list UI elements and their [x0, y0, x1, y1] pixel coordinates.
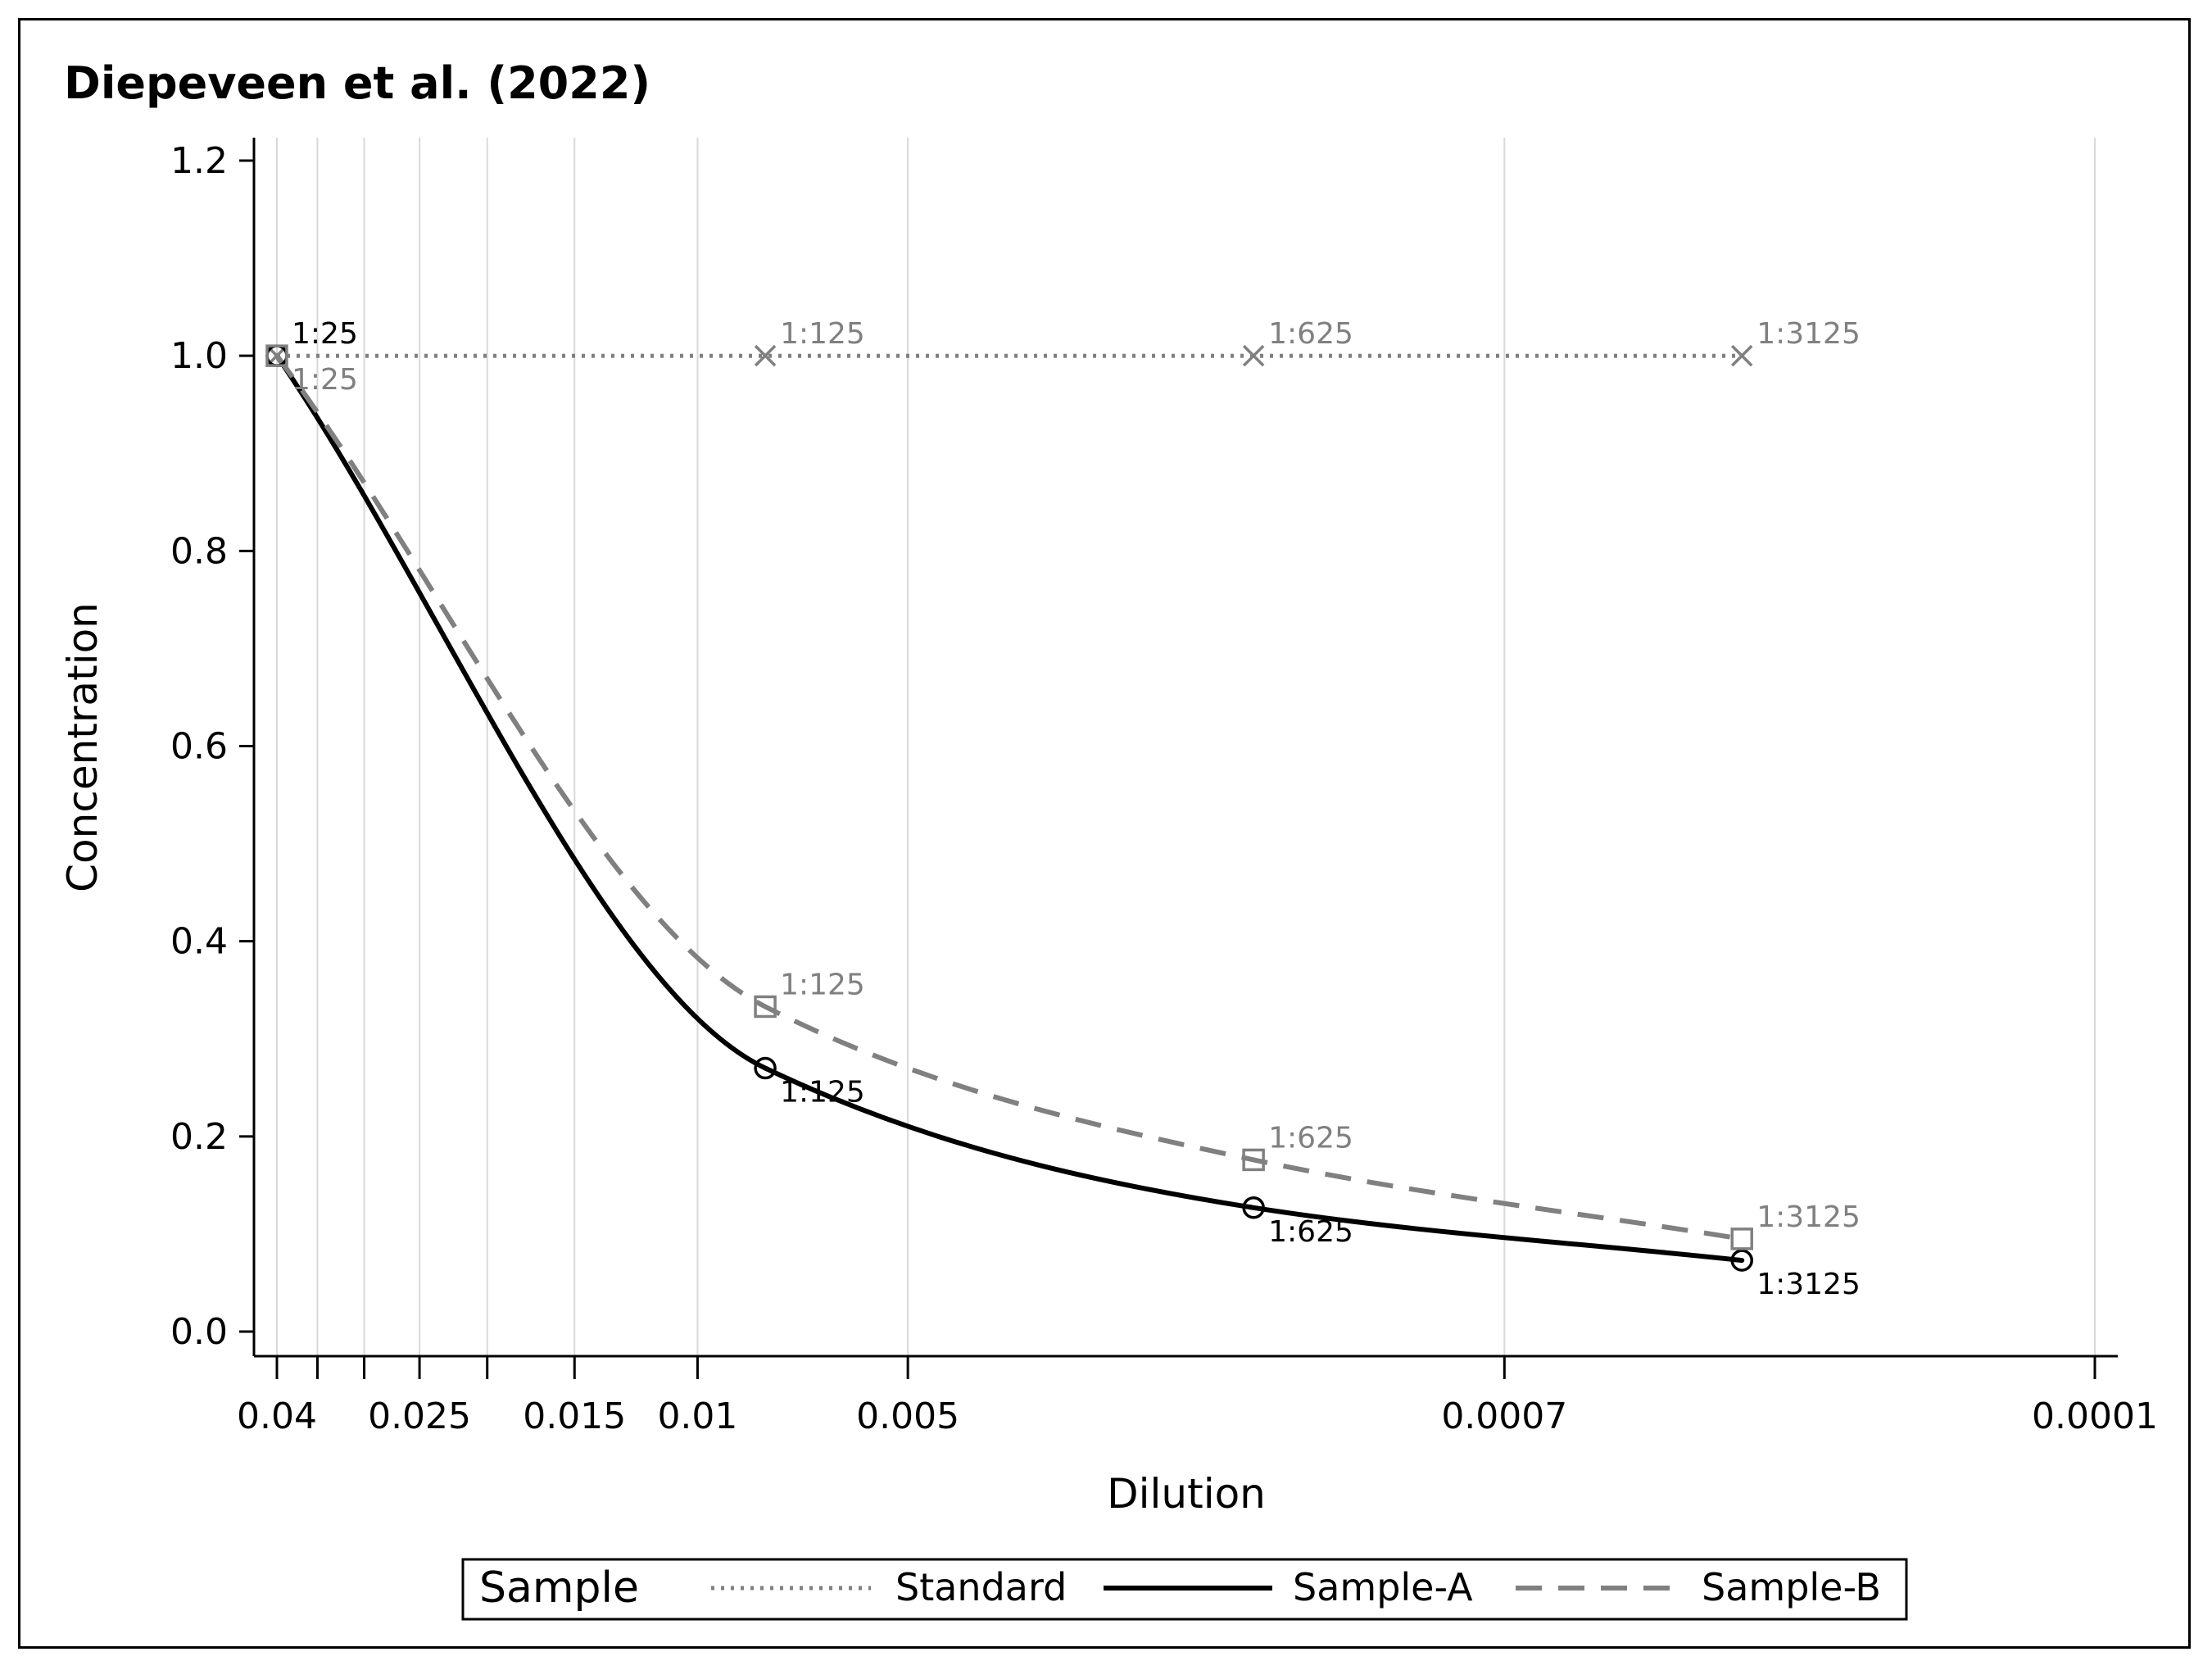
- y-tick-label: 0.8: [170, 530, 228, 572]
- x-tick-label: 0.0007: [1441, 1395, 1567, 1437]
- legend-title: Sample: [479, 1563, 639, 1613]
- marker-x-standard: [754, 344, 777, 367]
- point-label-sample-a: 1:25: [292, 317, 358, 351]
- figure-frame: [18, 18, 2191, 1649]
- point-label-standard: 1:125: [780, 317, 865, 351]
- marker-x-standard: [1242, 344, 1265, 367]
- y-tick-label: 0.2: [170, 1116, 228, 1158]
- chart-title: Diepeveen et al. (2022): [64, 57, 651, 109]
- marker-square-sample-b: [754, 995, 777, 1019]
- marker-circle-sample-a: [1242, 1196, 1265, 1219]
- legend-entries: Standard Sample-A Sample-B: [711, 1565, 1881, 1609]
- series-markers: [265, 344, 1753, 1272]
- x-axis-label: Dilution: [1107, 1470, 1266, 1518]
- marker-circle-sample-a: [1730, 1249, 1753, 1272]
- point-label-standard: 1:25: [292, 317, 358, 351]
- x-tick-label: 0.01: [657, 1395, 737, 1437]
- y-axis-ticks: 0.0 0.2 0.4 0.6 0.8 1.0 1.2: [170, 140, 254, 1353]
- point-label-sample-b: 1:3125: [1756, 1200, 1861, 1234]
- series-lines: [274, 353, 1745, 1264]
- legend-label-standard: Standard: [895, 1565, 1067, 1609]
- point-label-sample-a: 1:125: [780, 1075, 865, 1109]
- point-label-standard: 1:3125: [1756, 317, 1861, 351]
- x-tick-label: 0.04: [237, 1395, 317, 1437]
- marker-x-standard: [1730, 344, 1753, 367]
- y-tick-label: 1.2: [170, 140, 228, 182]
- point-label-sample-b: 1:25: [292, 363, 358, 397]
- marker-square-sample-b: [265, 344, 288, 367]
- marker-circle-sample-a: [754, 1056, 777, 1080]
- point-label-standard: 1:625: [1268, 317, 1353, 351]
- series-line-sample-a: [274, 353, 1745, 1264]
- y-tick-label: 0.0: [170, 1311, 228, 1353]
- y-tick-label: 0.4: [170, 921, 228, 963]
- legend-label-sample-b: Sample-B: [1702, 1565, 1881, 1609]
- x-tick-label: 0.0001: [2032, 1395, 2158, 1437]
- x-gridlines: [276, 138, 2096, 1356]
- x-tick-label: 0.025: [368, 1395, 471, 1437]
- x-tick-label: 0.015: [523, 1395, 626, 1437]
- y-axis-label: Concentration: [59, 602, 107, 892]
- x-tick-label: 0.005: [856, 1395, 959, 1437]
- point-label-sample-a: 1:625: [1268, 1215, 1353, 1249]
- point-label-sample-b: 1:625: [1268, 1121, 1353, 1155]
- y-tick-label: 0.6: [170, 726, 228, 768]
- point-labels: 1:25 1:125 1:625 1:3125 1:25 1:125 1:625 1:3125…: [292, 317, 1861, 1301]
- point-label-sample-a: 1:3125: [1756, 1268, 1861, 1301]
- y-tick-label: 1.0: [170, 335, 228, 377]
- marker-square-sample-b: [1730, 1228, 1753, 1250]
- legend: Sample Standard Sample-A Sample-B: [461, 1558, 1908, 1621]
- marker-square-sample-b: [1242, 1148, 1265, 1172]
- x-axis-ticks: 0.04 0.025 0.015 0.01 0.005 0.0007 0.0001: [237, 1356, 2158, 1437]
- legend-label-sample-a: Sample-A: [1293, 1565, 1473, 1609]
- point-label-sample-b: 1:125: [780, 968, 865, 1001]
- series-line-sample-b: [274, 354, 1743, 1241]
